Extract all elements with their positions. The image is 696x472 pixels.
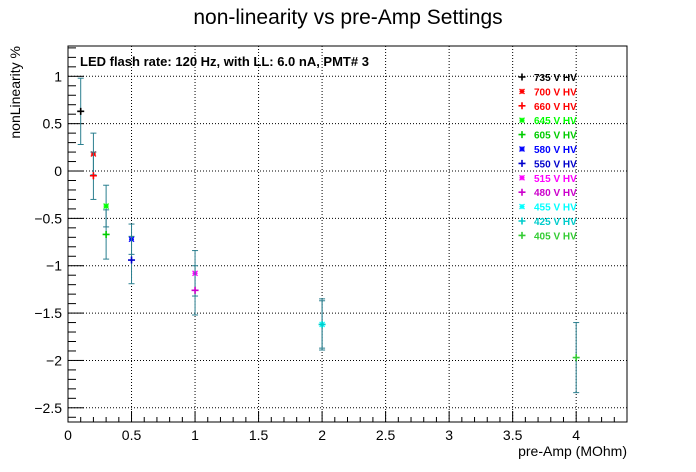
y-tick-label: −2 [46,352,62,368]
legend-label: 700 V HV [534,87,577,98]
tick-labels: 0 0.5 1 1.5 2 2.5 3 3.5 4 1 0.5 0 −0.5 −1 −1.5 −2 −2.5 [34,68,580,443]
y-tick-label: −0.5 [34,210,62,226]
data-point [77,107,85,115]
legend-marker [519,146,525,152]
x-tick-label: 3 [445,427,453,443]
legend-entry: 735 V HV [518,73,577,84]
x-tick-label: 2 [318,427,326,443]
grid [68,46,627,422]
chart-annotation: LED flash rate: 120 Hz, with LL: 6.0 nA,… [80,54,369,69]
data-series [128,235,136,285]
legend-label: 735 V HV [534,73,577,84]
legend-label: 645 V HV [534,116,577,127]
legend: 735 V HV 700 V HV 660 V HV 645 V HV 605 V HV… [518,73,577,242]
legend-label: 580 V HV [534,145,577,156]
data-point [102,230,110,238]
y-tick-label: 1 [54,68,62,84]
chart-title: non-linearity vs pre-Amp Settings [193,6,502,29]
x-tick-label: 3.5 [503,427,523,443]
legend-label: 605 V HV [534,131,577,142]
data-series [191,265,199,316]
x-tick-label: 0.5 [122,427,142,443]
data-series [318,300,326,349]
legend-entry: 480 V HV [518,188,577,199]
x-tick-label: 1 [191,427,199,443]
data-points [77,77,580,394]
y-tick-label: −1.5 [34,305,62,321]
legend-marker [518,217,526,225]
x-tick-label: 4 [572,427,580,443]
legend-label: 550 V HV [534,159,577,170]
legend-marker [518,188,526,196]
legend-marker [518,102,526,110]
data-series [102,209,110,260]
data-point [191,286,199,294]
data-point [103,203,110,210]
legend-label: 425 V HV [534,217,577,228]
x-axis-label: pre-Amp (MOhm) [518,443,627,459]
legend-entry: 700 V HV [519,87,577,98]
legend-marker [518,131,526,139]
data-point [89,172,97,180]
legend-entry: 455 V HV [519,203,577,214]
legend-label: 515 V HV [534,174,577,185]
legend-entry: 660 V HV [518,102,577,113]
data-series [572,322,580,394]
legend-label: 405 V HV [534,231,577,242]
legend-label: 455 V HV [534,203,577,214]
y-tick-label: 0.5 [43,116,63,132]
y-tick-label: −2.5 [34,400,62,416]
legend-marker [519,117,525,124]
x-tick-label: 0 [64,427,72,443]
legend-entry: 550 V HV [518,159,577,170]
data-series [77,77,85,145]
legend-entry: 515 V HV [519,174,577,185]
legend-marker [518,231,526,239]
data-series [89,151,97,200]
data-point [128,256,136,264]
y-axis-label: nonLinearity % [7,46,23,139]
legend-entry: 425 V HV [518,217,577,228]
legend-label: 660 V HV [534,102,577,113]
x-tick-label: 2.5 [376,427,396,443]
legend-marker [518,159,526,167]
legend-marker [519,88,525,95]
y-tick-label: 0 [54,163,62,179]
legend-entry: 405 V HV [518,231,577,242]
axis-ticks [67,47,615,422]
data-point [318,320,326,328]
legend-marker [518,73,526,81]
legend-entry: 580 V HV [519,145,577,156]
legend-marker [519,203,525,210]
x-tick-label: 1.5 [249,427,269,443]
legend-label: 480 V HV [534,188,577,199]
legend-entry: 605 V HV [518,131,577,142]
y-tick-label: −1 [46,258,62,274]
legend-entry: 645 V HV [519,116,577,127]
legend-marker [519,174,525,181]
data-point [572,354,580,362]
